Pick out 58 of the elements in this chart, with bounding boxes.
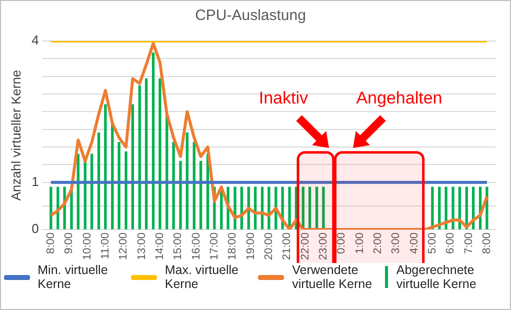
bar <box>158 78 162 230</box>
band-label: Inaktiv <box>258 88 308 108</box>
legend-label: Max. virtuelle Kerne <box>164 263 240 291</box>
x-tick-label: 0:00 <box>336 232 348 254</box>
x-tick-label: 2:00 <box>372 232 384 254</box>
x-tick-label: 3:00 <box>390 232 402 254</box>
legend-label: Verwendete virtuelle Kerne <box>292 263 374 291</box>
bar <box>452 186 454 230</box>
x-tick-label: 19:00 <box>244 232 257 260</box>
bar <box>50 186 52 230</box>
bar <box>444 186 448 230</box>
x-tick-label: 22:00 <box>299 232 312 260</box>
x-tick-label: 5:00 <box>426 232 438 254</box>
y-tick-label: 0 <box>32 221 39 236</box>
bar <box>144 78 148 230</box>
bar <box>90 154 94 230</box>
bar <box>302 186 304 230</box>
y-axis-title: Anzahl virtueller Kerne <box>8 70 24 201</box>
bar <box>179 160 182 230</box>
x-tick-label: 10:00 <box>81 232 94 260</box>
x-tick-label: 16:00 <box>190 232 202 260</box>
x-tick-label: 17:00 <box>208 232 220 260</box>
x-tick-label: 15:00 <box>172 232 184 260</box>
legend-label: Min. virtuelle Kerne <box>38 263 109 291</box>
bar <box>172 142 175 230</box>
bar <box>97 132 100 230</box>
bar <box>315 186 318 230</box>
x-tick-label: 12:00 <box>118 232 130 260</box>
x-tick-label: 21:00 <box>281 232 294 260</box>
x-tick-label: 18:00 <box>226 232 239 260</box>
bar <box>199 160 202 230</box>
bar <box>124 151 128 230</box>
y-tick-label: 1 <box>32 174 39 189</box>
x-tick-label: 7:00 <box>462 232 475 254</box>
bar <box>322 186 325 230</box>
x-tick-label: 20:00 <box>262 232 275 260</box>
bar <box>118 142 120 230</box>
legend-label: Abgerechnete virtuelle Kerne <box>396 263 478 291</box>
bar <box>131 104 134 230</box>
x-tick-label: 8:00 <box>44 232 57 254</box>
x-tick-label: 23:00 <box>317 232 330 260</box>
y-tick-label: 4 <box>32 32 39 48</box>
x-tick-label: 8:00 <box>480 232 493 254</box>
x-tick-label: 4:00 <box>408 232 420 254</box>
bar <box>152 52 155 230</box>
x-tick-label: 14:00 <box>154 232 166 260</box>
bar <box>104 104 107 230</box>
bar <box>192 142 196 230</box>
x-tick-label: 9:00 <box>63 232 76 254</box>
band-label: Angehalten <box>356 88 442 108</box>
x-tick-label: 11:00 <box>99 232 112 260</box>
chart-title: CPU-Auslastung <box>195 7 306 24</box>
bar <box>308 186 312 230</box>
x-tick-label: 1:00 <box>354 232 366 254</box>
bar <box>138 85 141 230</box>
bar <box>186 132 188 230</box>
x-tick-label: 13:00 <box>136 232 148 260</box>
x-tick-label: 6:00 <box>444 232 457 254</box>
